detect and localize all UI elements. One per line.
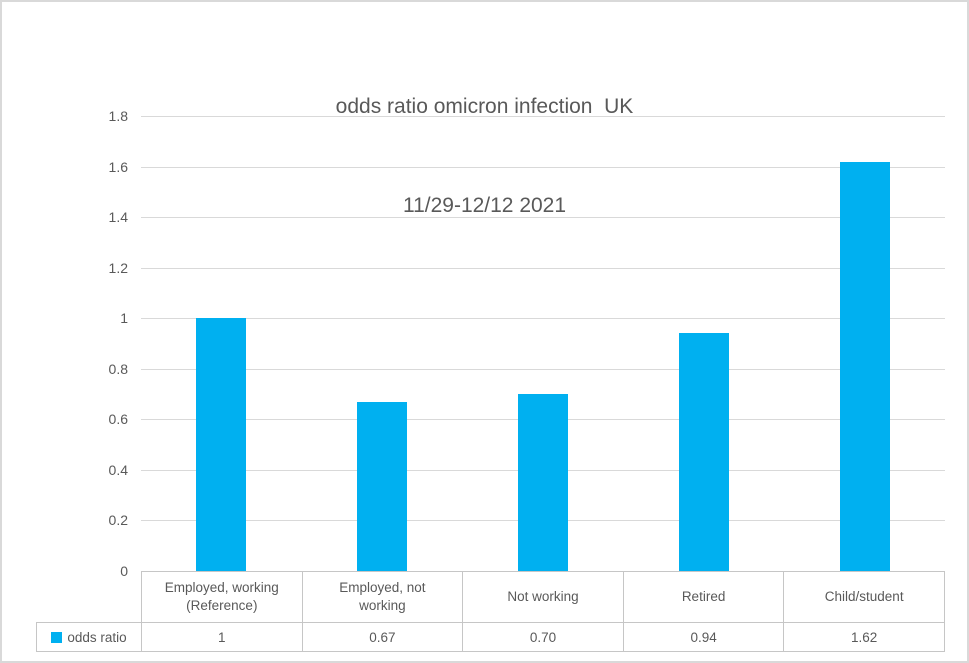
- bar-4: [678, 333, 729, 571]
- chart-title-line1: odds ratio omicron infection UK: [335, 95, 634, 118]
- y-tick-label: 1: [120, 310, 128, 327]
- chart-title-line2: 11/29-12/12 2021: [402, 194, 567, 217]
- legend-swatch-icon: [51, 631, 63, 643]
- category-header-cell: Not working: [462, 572, 623, 622]
- table-header-row: Employed, working (Reference) Employed, n…: [141, 571, 945, 622]
- plot-area: [141, 116, 945, 571]
- value-cell: 0.94: [622, 623, 784, 651]
- bar-1: [196, 318, 247, 571]
- value-cell: 1: [218, 629, 226, 645]
- category-header-cell: Child/student: [783, 572, 944, 622]
- y-tick-label: 0.4: [108, 461, 128, 478]
- gridline: [141, 166, 945, 168]
- y-tick-label: 0.8: [108, 360, 128, 377]
- y-tick-label: 0: [120, 563, 128, 579]
- y-tick-label: 1.8: [108, 108, 128, 124]
- legend-cell: odds ratio: [37, 623, 142, 651]
- gridline: [141, 267, 945, 269]
- category-header-cell: Employed, not working: [301, 572, 463, 622]
- gridline: [141, 318, 945, 320]
- y-tick-label: 0.6: [108, 411, 128, 428]
- legend-label: odds ratio: [67, 629, 127, 645]
- y-tick-label: 0.2: [108, 512, 128, 529]
- category-header-cell: Retired: [622, 572, 784, 622]
- y-tick-label: 1.4: [108, 209, 128, 226]
- value-cell: 0.70: [462, 623, 623, 651]
- category-header-cell: Employed, working (Reference): [164, 580, 279, 613]
- bar-3: [518, 394, 568, 571]
- value-cell: 1.62: [783, 623, 944, 651]
- chart-title: odds ratio omicron infection UK 11/29-12…: [2, 24, 967, 288]
- table-value-row: odds ratio 1 0.67 0.70 0.94 1.62: [36, 622, 945, 652]
- bar-5: [839, 161, 890, 571]
- y-tick-label: 1.2: [108, 259, 128, 276]
- y-tick-label: 1.6: [108, 158, 128, 175]
- gridline: [141, 217, 945, 219]
- bar-2: [357, 401, 408, 571]
- gridline: [141, 368, 945, 370]
- gridline: [141, 116, 945, 117]
- value-cell: 0.67: [301, 623, 463, 651]
- y-axis: 1.8 1.6 1.4 1.2 1 0.8 0.6 0.4 0.2 0: [2, 108, 133, 579]
